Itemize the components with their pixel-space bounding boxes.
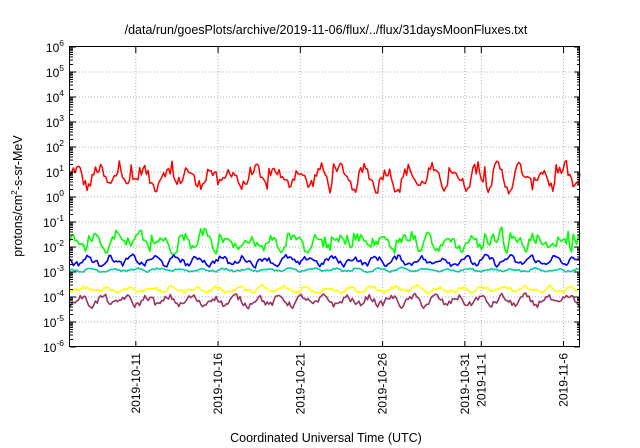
x-tick-label: 2019-10-31 xyxy=(458,353,472,415)
x-axis-label: Coordinated Universal Time (UTC) xyxy=(230,431,422,445)
y-axis: 10-6 10-5 10-4 10-3 10-2 10-1 100 101 102 103 104 1… xyxy=(43,38,580,355)
grid xyxy=(70,47,580,347)
series-line xyxy=(69,159,581,195)
series-group xyxy=(69,159,581,310)
series-line xyxy=(69,284,581,295)
x-tick-label: 2019-10-16 xyxy=(211,353,225,415)
series-line xyxy=(69,266,581,274)
y-tick-label: 10-5 xyxy=(43,313,64,330)
y-axis-label-part: -s-sr-MeV xyxy=(11,135,25,191)
y-tick-label: 10-1 xyxy=(43,213,64,230)
y-axis-label-part: protons/cm xyxy=(11,195,25,257)
series-line xyxy=(69,292,581,310)
x-tick-label: 2019-10-21 xyxy=(293,353,307,415)
y-axis-label: protons/cm2-s-sr-MeV xyxy=(9,135,25,257)
chart-title: /data/run/goesPlots/archive/2019-11-06/f… xyxy=(125,23,528,37)
x-tick-label: 2019-10-11 xyxy=(129,353,143,414)
x-tick-label: 2019-10-26 xyxy=(376,353,390,415)
y-tick-label: 104 xyxy=(46,88,64,105)
y-axis-label-exponent: 2 xyxy=(9,190,19,195)
y-tick-label: 10-3 xyxy=(43,263,64,280)
y-tick-label: 103 xyxy=(46,113,64,130)
y-tick-label: 100 xyxy=(46,188,64,205)
y-tick-label: 106 xyxy=(46,38,64,55)
y-tick-label: 10-6 xyxy=(43,338,64,355)
x-tick-label: 2019-11-6 xyxy=(557,353,571,407)
y-tick-label: 10-2 xyxy=(43,238,64,255)
y-tick-label: 101 xyxy=(46,163,64,180)
y-tick-label: 105 xyxy=(46,63,64,80)
x-tick-label: 2019-11-1 xyxy=(474,353,488,407)
x-axis: 2019-10-11 2019-10-16 2019-10-21 2019-10-26… xyxy=(129,47,571,414)
y-tick-label: 10-4 xyxy=(43,288,64,305)
series-line xyxy=(69,226,581,256)
y-tick-label: 102 xyxy=(46,138,64,155)
series-line xyxy=(69,253,581,269)
